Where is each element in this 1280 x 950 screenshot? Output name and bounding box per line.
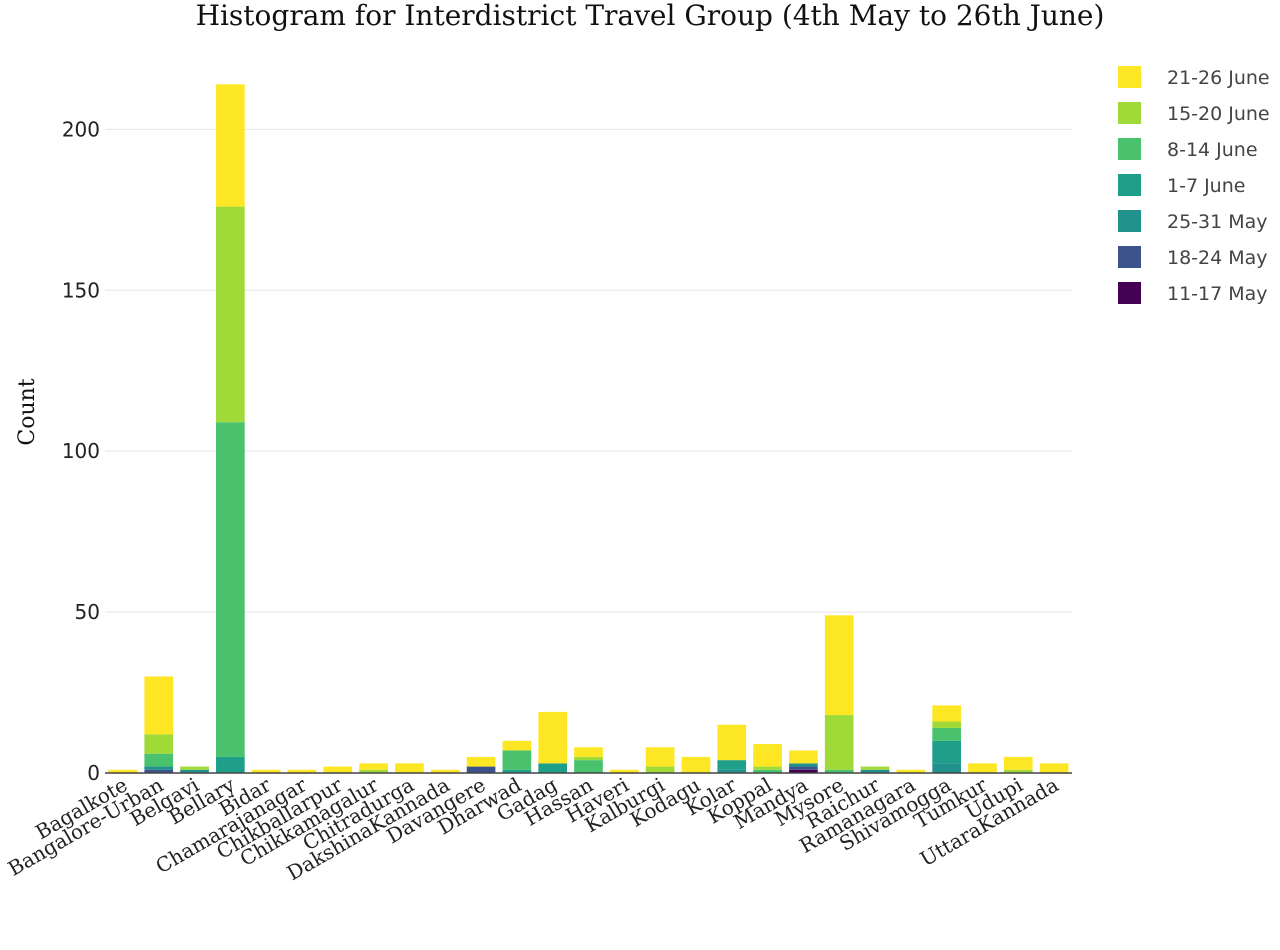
legend-label: 11-17 May	[1167, 283, 1268, 305]
legend-label: 8-14 June	[1167, 139, 1258, 161]
bar-segment[interactable]	[574, 760, 603, 773]
bar-segment[interactable]	[502, 740, 532, 751]
bar-segment[interactable]	[144, 753, 174, 767]
bar-segment[interactable]	[860, 769, 890, 773]
bar-segment[interactable]	[251, 769, 281, 773]
bar-segment[interactable]	[932, 740, 961, 764]
bar-segment[interactable]	[753, 766, 782, 770]
bar-segment[interactable]	[1003, 756, 1033, 770]
bar-segment[interactable]	[144, 676, 174, 735]
bar-segment[interactable]	[108, 769, 138, 773]
bar-segment[interactable]	[144, 734, 174, 754]
bar-segment[interactable]	[932, 721, 961, 728]
y-tick-label: 200	[62, 117, 100, 141]
legend-label: 25-31 May	[1167, 211, 1268, 233]
bar-segment[interactable]	[932, 705, 961, 722]
legend-swatch	[1118, 246, 1141, 268]
bar-segment[interactable]	[574, 747, 603, 757]
bar-segment[interactable]	[753, 769, 782, 773]
bar-segment[interactable]	[466, 756, 496, 767]
bar-segment[interactable]	[144, 769, 174, 773]
bar-segment[interactable]	[681, 756, 711, 773]
bar-segment[interactable]	[789, 769, 818, 773]
bar-segment[interactable]	[216, 206, 245, 423]
bar-segment[interactable]	[717, 769, 747, 773]
bar-segment[interactable]	[824, 769, 854, 773]
bar-segment[interactable]	[502, 750, 532, 770]
bar-segment[interactable]	[216, 84, 245, 207]
bars-layer	[108, 84, 1069, 773]
bar-segment[interactable]	[1003, 769, 1033, 773]
legend-swatch	[1118, 138, 1141, 160]
bar-segment[interactable]	[216, 756, 245, 773]
bar-segment[interactable]	[216, 422, 245, 757]
bar-segment[interactable]	[753, 744, 782, 767]
legend-swatch	[1118, 102, 1141, 124]
bar-segment[interactable]	[789, 766, 818, 770]
bar-segment[interactable]	[466, 766, 496, 773]
y-tick-label: 150	[62, 278, 100, 302]
bar-segment[interactable]	[896, 769, 926, 773]
legend-swatch	[1118, 210, 1141, 232]
legend-item[interactable]: 8-14 June	[1118, 138, 1258, 161]
legend-swatch	[1118, 66, 1141, 88]
bar-segment[interactable]	[395, 763, 424, 773]
bar-segment[interactable]	[932, 763, 961, 773]
chart-title: Histogram for Interdistrict Travel Group…	[196, 0, 1105, 32]
legend-label: 15-20 June	[1167, 103, 1270, 125]
bar-segment[interactable]	[860, 766, 890, 770]
bar-segment[interactable]	[824, 615, 854, 716]
legend-item[interactable]: 11-17 May	[1118, 282, 1268, 305]
x-ticks: BagalkoteBangalore-UrbanBelgaviBellaryBi…	[4, 772, 1063, 885]
grid-layer	[105, 128, 1072, 613]
y-tick-label: 0	[87, 761, 100, 785]
legend-item[interactable]: 15-20 June	[1118, 102, 1270, 125]
bar-segment[interactable]	[717, 760, 747, 770]
bar-segment[interactable]	[609, 769, 639, 773]
legend-swatch	[1118, 282, 1141, 304]
bar-segment[interactable]	[789, 750, 818, 764]
bar-segment[interactable]	[789, 763, 818, 767]
bar-segment[interactable]	[502, 769, 532, 773]
bar-segment[interactable]	[359, 763, 388, 770]
y-axis-title: Count	[15, 378, 40, 445]
legend[interactable]: 21-26 June 15-20 June 8-14 June 1-7 June 25-…	[1118, 66, 1270, 305]
legend-item[interactable]: 18-24 May	[1118, 246, 1268, 269]
bar-segment[interactable]	[144, 766, 174, 770]
y-tick-label: 100	[62, 439, 100, 463]
bar-segment[interactable]	[574, 756, 603, 761]
bar-segment[interactable]	[538, 711, 568, 764]
legend-label: 18-24 May	[1167, 247, 1268, 269]
legend-item[interactable]: 21-26 June	[1118, 66, 1270, 89]
legend-label: 21-26 June	[1167, 67, 1270, 89]
bar-segment[interactable]	[538, 763, 568, 773]
bar-segment[interactable]	[968, 763, 997, 773]
bar-segment[interactable]	[717, 724, 747, 761]
bar-segment[interactable]	[645, 766, 675, 773]
bar-segment[interactable]	[430, 769, 460, 773]
legend-swatch	[1118, 174, 1141, 196]
bar-segment[interactable]	[180, 769, 209, 773]
bar-segment[interactable]	[180, 766, 209, 770]
bar-segment[interactable]	[824, 715, 854, 770]
bar-segment[interactable]	[287, 769, 317, 773]
legend-item[interactable]: 1-7 June	[1118, 174, 1245, 197]
bar-segment[interactable]	[645, 747, 675, 767]
bar-segment[interactable]	[932, 727, 961, 741]
bar-segment[interactable]	[323, 766, 353, 773]
legend-item[interactable]: 25-31 May	[1118, 210, 1268, 233]
bar-segment[interactable]	[359, 769, 388, 773]
y-tick-label: 50	[75, 600, 100, 624]
legend-label: 1-7 June	[1167, 175, 1245, 197]
bar-segment[interactable]	[1039, 763, 1069, 773]
y-ticks: 0 50 100 150 200	[62, 117, 100, 785]
